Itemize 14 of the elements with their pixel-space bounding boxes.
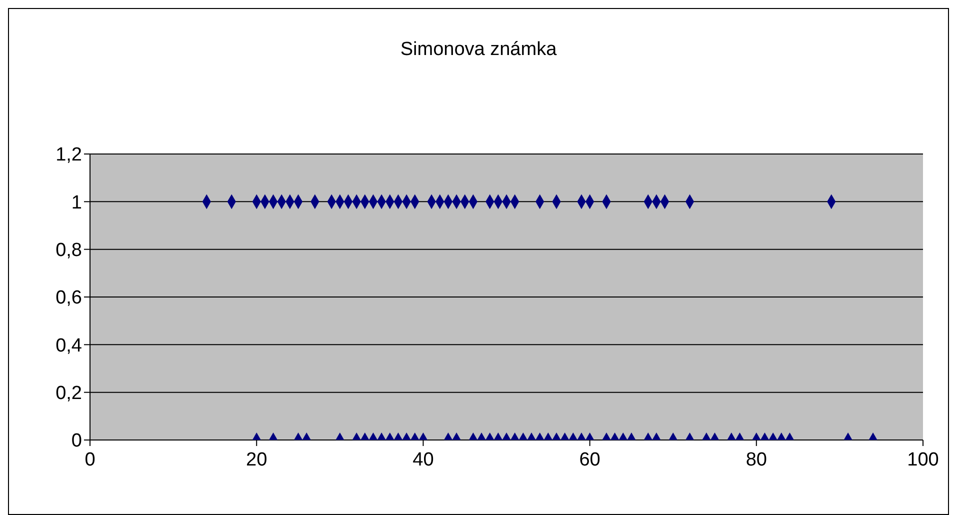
y-tick-label: 0,4 <box>56 335 82 356</box>
y-tick-label: 1 <box>71 192 82 214</box>
y-tick-label: 0,8 <box>56 240 82 262</box>
x-tick-label: 0 <box>84 449 96 470</box>
x-tick-label: 100 <box>907 449 939 470</box>
x-tick-label: 40 <box>412 449 434 470</box>
y-tick-label: 1,2 <box>56 144 82 166</box>
chart-title: Simonova známka <box>399 39 558 61</box>
x-tick-label: 80 <box>746 449 767 470</box>
y-tick-label: 0,6 <box>56 288 82 309</box>
y-tick-label: 0,2 <box>56 383 82 404</box>
x-tick-label: 20 <box>246 449 268 470</box>
y-tick-label: 0 <box>71 430 82 452</box>
x-tick-label: 60 <box>579 449 600 470</box>
